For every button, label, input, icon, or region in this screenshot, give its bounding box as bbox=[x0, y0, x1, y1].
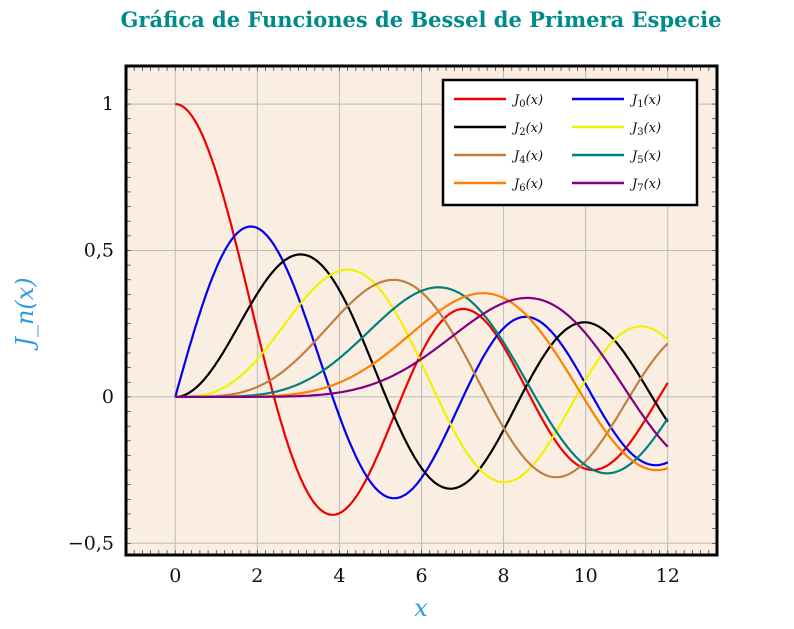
plot-frame bbox=[124, 64, 719, 557]
tick-labels: 0 2 4 6 8 10 12 −0,5 0 0,5 1 bbox=[68, 93, 680, 587]
x-tick-label: 10 bbox=[574, 565, 598, 587]
legend-label: J5(x) bbox=[629, 149, 661, 166]
y-tick-label: −0,5 bbox=[68, 532, 114, 554]
legend-label: J6(x) bbox=[511, 177, 543, 194]
series-line-J5 bbox=[175, 286, 669, 475]
x-axis-label: x bbox=[414, 594, 428, 622]
y-tick-label: 0 bbox=[102, 386, 114, 408]
legend-label: J4(x) bbox=[511, 149, 543, 166]
y-tick-label: 0,5 bbox=[84, 239, 114, 261]
x-tick-label: 2 bbox=[251, 565, 263, 587]
x-tick-label: 6 bbox=[415, 565, 427, 587]
x-tick-label: 4 bbox=[333, 565, 345, 587]
y-axis-label: J_n(x) bbox=[11, 277, 39, 351]
y-tick-label: 1 bbox=[102, 93, 114, 115]
curves bbox=[174, 103, 669, 516]
series-line-J3 bbox=[175, 268, 669, 484]
legend-label: J7(x) bbox=[629, 177, 661, 194]
series-line-J4 bbox=[175, 278, 669, 479]
legend: J0(x) J1(x) J2(x) J3(x) J4(x) J5(x) J6(x) J7(x) bbox=[441, 78, 699, 207]
x-tick-label: 12 bbox=[656, 565, 680, 587]
series-line-J7 bbox=[175, 296, 669, 448]
legend-label: J2(x) bbox=[511, 121, 543, 138]
x-tick-label: 0 bbox=[169, 565, 181, 587]
series-line-J2 bbox=[175, 253, 669, 490]
legend-label: J0(x) bbox=[511, 93, 543, 110]
series-line-J0 bbox=[175, 103, 669, 516]
x-tick-label: 8 bbox=[498, 565, 510, 587]
legend-label: J1(x) bbox=[629, 93, 661, 110]
chart-title: Gráfica de Funciones de Bessel de Primer… bbox=[120, 7, 721, 32]
series-line-J1 bbox=[174, 225, 669, 500]
legend-label: J3(x) bbox=[629, 121, 661, 138]
